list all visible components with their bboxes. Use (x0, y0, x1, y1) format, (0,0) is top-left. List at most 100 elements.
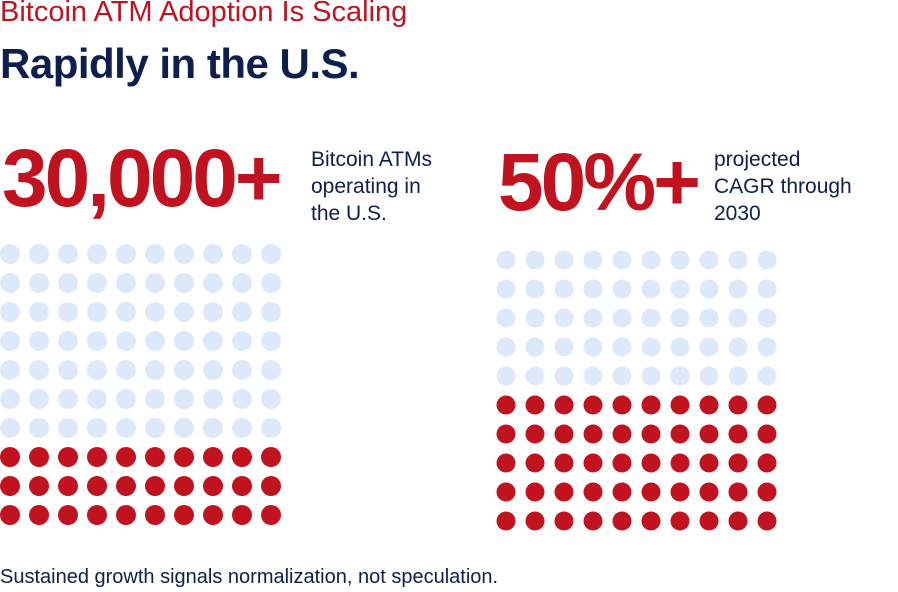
waffle-dot-empty (145, 418, 165, 438)
waffle-dot-empty (203, 244, 223, 264)
waffle-dot-filled (583, 424, 603, 444)
waffle-dot-empty (496, 250, 516, 270)
waffle-dot-filled (670, 424, 690, 444)
waffle-dot-filled (0, 505, 20, 525)
waffle-dot-filled (496, 424, 516, 444)
waffle-dot-empty (29, 244, 49, 264)
waffle-dot-empty (174, 389, 194, 409)
waffle-dot-empty (0, 389, 20, 409)
waffle-dot-filled (496, 395, 516, 415)
waffle-dot-empty (670, 279, 690, 299)
waffle-dot-filled (145, 505, 165, 525)
waffle-dot-filled (525, 453, 545, 473)
waffle-dot-empty (525, 366, 545, 386)
waffle-dot-empty (525, 250, 545, 270)
waffle-dot-filled (116, 447, 136, 467)
waffle-dot-filled (0, 476, 20, 496)
waffle-dot-empty (757, 337, 777, 357)
waffle-dot-filled (670, 395, 690, 415)
waffle-dot-empty (612, 279, 632, 299)
waffle-dot-empty (757, 279, 777, 299)
waffle-dot-empty (496, 366, 516, 386)
waffle-dot-filled (29, 476, 49, 496)
waffle-dot-empty (728, 366, 748, 386)
waffle-dot-empty (58, 360, 78, 380)
waffle-dot-empty (87, 302, 107, 322)
waffle-dot-filled (728, 482, 748, 502)
waffle-dot-empty (58, 418, 78, 438)
waffle-dot-filled (670, 511, 690, 531)
waffle-dot-filled (757, 424, 777, 444)
waffle-dot-empty (29, 302, 49, 322)
waffle-dot-empty (87, 418, 107, 438)
waffle-dot-empty (232, 244, 252, 264)
waffle-dot-empty (87, 244, 107, 264)
waffle-dot-filled (699, 482, 719, 502)
waffle-dot-empty (232, 360, 252, 380)
waffle-dot-empty (0, 418, 20, 438)
waffle-dot-empty (525, 308, 545, 328)
waffle-dot-filled (728, 424, 748, 444)
waffle-dot-empty (699, 279, 719, 299)
waffle-dot-empty (29, 273, 49, 293)
waffle-dot-empty (554, 337, 574, 357)
waffle-dot-filled (174, 505, 194, 525)
waffle-dot-filled (612, 424, 632, 444)
waffle-dot-empty (525, 279, 545, 299)
waffle-dot-empty (145, 331, 165, 351)
waffle-dot-empty (699, 366, 719, 386)
waffle-dot-empty (116, 273, 136, 293)
waffle-dot-empty (232, 389, 252, 409)
waffle-dot-filled (641, 453, 661, 473)
waffle-dot-empty (116, 360, 136, 380)
waffle-dot-filled (87, 476, 107, 496)
waffle-dot-empty (87, 360, 107, 380)
waffle-dot-empty (496, 308, 516, 328)
waffle-dot-empty (174, 331, 194, 351)
waffle-dot-empty (554, 308, 574, 328)
waffle-dot-filled (554, 395, 574, 415)
waffle-dot-filled (174, 447, 194, 467)
waffle-dot-filled (583, 453, 603, 473)
waffle-dot-filled (699, 511, 719, 531)
waffle-dot-empty (496, 279, 516, 299)
waffle-dot-empty (232, 273, 252, 293)
waffle-dot-filled (29, 447, 49, 467)
waffle-dot-empty (641, 366, 661, 386)
waffle-dot-empty (261, 389, 281, 409)
waffle-dot-empty (641, 308, 661, 328)
waffle-dot-empty (0, 273, 20, 293)
supertitle: Bitcoin ATM Adoption Is Scaling (0, 0, 408, 28)
waffle-dot-empty (0, 360, 20, 380)
waffle-dot-filled (583, 482, 603, 502)
page-title: Rapidly in the U.S. (0, 40, 360, 87)
waffle-dot-empty (116, 389, 136, 409)
waffle-dot-empty (612, 337, 632, 357)
waffle-dot-empty (699, 250, 719, 270)
waffle-dot-empty (174, 302, 194, 322)
waffle-dot-empty (58, 331, 78, 351)
waffle-dot-empty (525, 337, 545, 357)
footer-note: Sustained growth signals normalization, … (0, 566, 499, 588)
waffle-dot-empty (87, 389, 107, 409)
waffle-dot-filled (261, 476, 281, 496)
waffle-dot-empty (174, 273, 194, 293)
stat-atm-label: Bitcoin ATMs operating in the U.S. (311, 148, 432, 225)
waffle-dot-filled (232, 447, 252, 467)
waffle-dot-filled (728, 395, 748, 415)
waffle-grid-1 (0, 244, 281, 525)
waffle-dot-empty (583, 279, 603, 299)
waffle-dot-empty (583, 250, 603, 270)
waffle-dot-filled (116, 505, 136, 525)
waffle-dot-empty (554, 366, 574, 386)
waffle-dot-empty (728, 308, 748, 328)
waffle-dot-filled (612, 453, 632, 473)
waffle-dot-empty (116, 302, 136, 322)
waffle-dot-filled (496, 453, 516, 473)
waffle-dot-empty (87, 273, 107, 293)
waffle-dot-filled (203, 505, 223, 525)
waffle-dot-empty (670, 337, 690, 357)
waffle-dot-empty (29, 331, 49, 351)
waffle-dot-filled (728, 453, 748, 473)
